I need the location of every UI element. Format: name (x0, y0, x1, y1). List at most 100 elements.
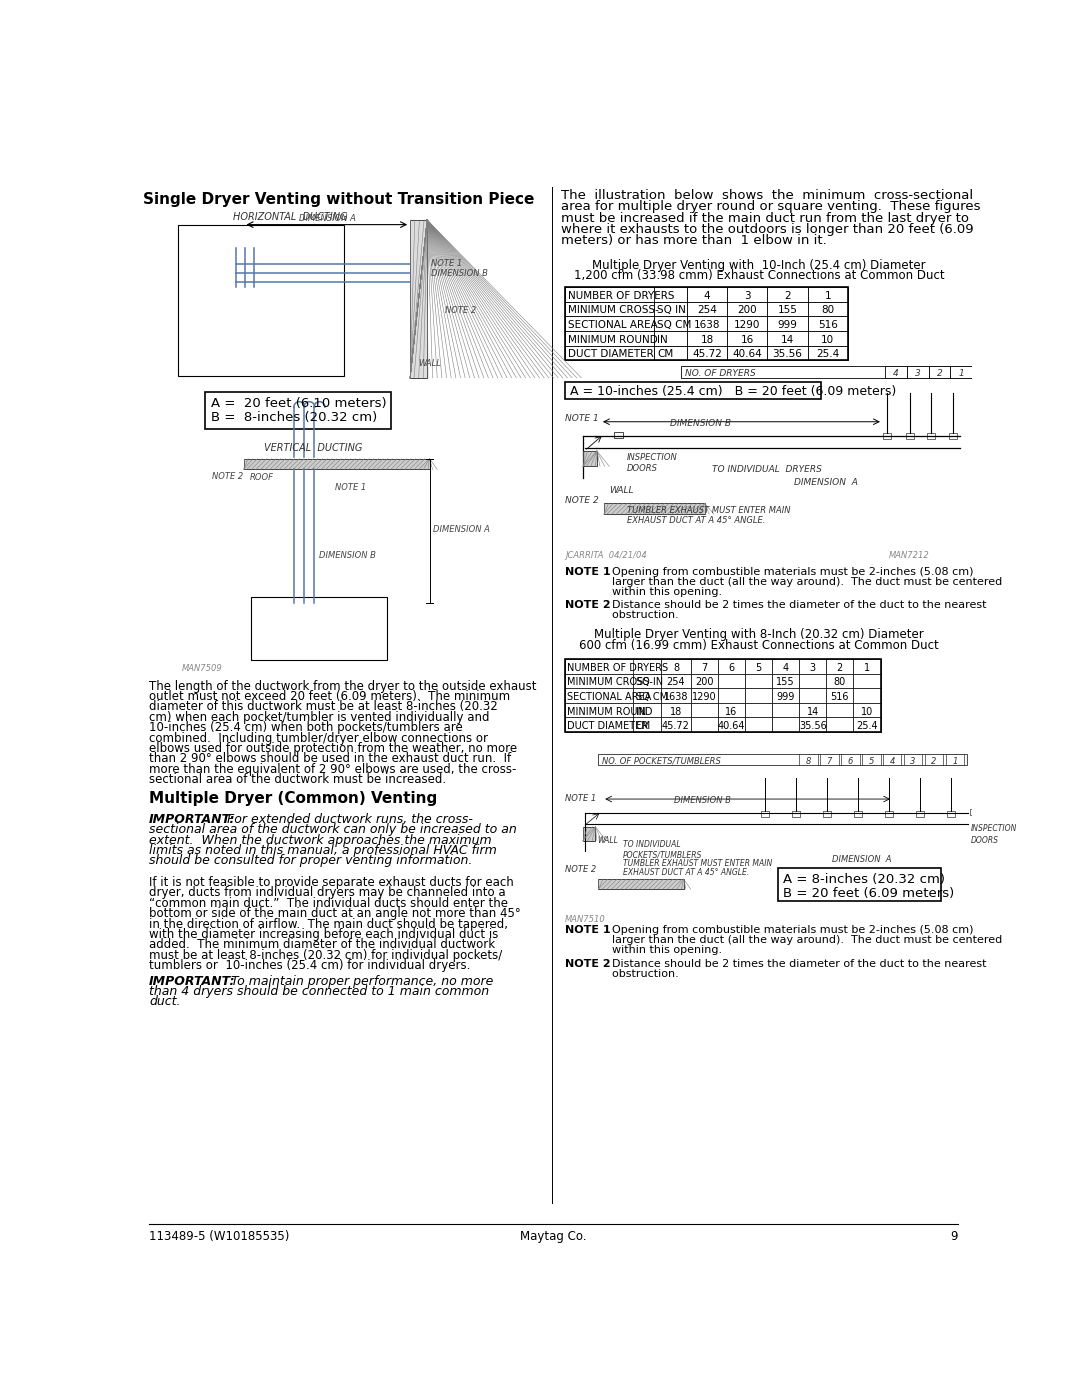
Bar (768, 302, 808, 316)
Bar (826, 689, 853, 703)
Text: The length of the ductwork from the dryer to the outside exhaust: The length of the ductwork from the drye… (149, 680, 537, 693)
Text: Distance should be 2 times the diameter of the duct to the nearest: Distance should be 2 times the diameter … (605, 601, 986, 610)
Bar (727, 302, 768, 316)
Text: MINIMUM ROUND: MINIMUM ROUND (568, 335, 658, 345)
Text: DIMENSION A: DIMENSION A (299, 214, 355, 224)
Bar (633, 703, 661, 718)
Bar (718, 718, 745, 732)
Text: DIMENSION B: DIMENSION B (674, 796, 730, 805)
Text: IMPORTANT:: IMPORTANT: (149, 813, 235, 826)
Text: B = 20 feet (6.09 meters): B = 20 feet (6.09 meters) (783, 887, 954, 900)
Text: DIMENSION  A: DIMENSION A (794, 478, 858, 488)
Bar (826, 718, 853, 732)
Bar (681, 366, 972, 377)
Bar (808, 302, 848, 316)
Text: 25.4: 25.4 (816, 349, 839, 359)
Text: SECTIONAL AREA: SECTIONAL AREA (568, 320, 658, 330)
Text: NUMBER OF DRYERS: NUMBER OF DRYERS (567, 662, 669, 673)
Text: DIMENSION  A: DIMENSION A (833, 855, 892, 865)
Text: sectional area of the ductwork must be increased.: sectional area of the ductwork must be i… (149, 774, 446, 787)
Text: 9: 9 (950, 1231, 958, 1243)
Text: NOTE 2: NOTE 2 (445, 306, 476, 316)
Bar (826, 659, 853, 673)
Text: 113489-5 (W10185535): 113489-5 (W10185535) (149, 1231, 289, 1243)
Bar (565, 331, 654, 345)
Text: SECTIONAL AREA: SECTIONAL AREA (567, 692, 651, 703)
Text: If it is not feasible to provide separate exhaust ducts for each: If it is not feasible to provide separat… (149, 876, 514, 888)
Bar (906, 433, 914, 439)
Text: 1638: 1638 (664, 692, 688, 703)
Text: SQ IN: SQ IN (636, 678, 663, 687)
Text: NOTE 2: NOTE 2 (565, 960, 611, 970)
Text: 8: 8 (806, 757, 811, 766)
Text: 3: 3 (744, 291, 751, 300)
Text: SQ IN: SQ IN (658, 306, 686, 316)
Text: 155: 155 (777, 678, 795, 687)
Text: 3: 3 (910, 757, 916, 766)
Bar (661, 659, 691, 673)
Bar (565, 673, 633, 689)
Text: added.  The minimum diameter of the individual ductwork: added. The minimum diameter of the indiv… (149, 939, 495, 951)
Text: 4: 4 (890, 757, 895, 766)
Text: JCARRITA  04/21/04: JCARRITA 04/21/04 (565, 550, 647, 560)
Text: WALL: WALL (609, 486, 634, 495)
Bar (565, 659, 661, 673)
Bar (947, 812, 955, 817)
Bar (598, 879, 684, 888)
Bar (661, 673, 691, 689)
Bar (745, 659, 772, 673)
Text: 2: 2 (784, 291, 791, 300)
Text: 18: 18 (700, 335, 714, 345)
Bar (808, 345, 848, 360)
Bar (823, 812, 831, 817)
Bar (761, 812, 769, 817)
Text: DIMENSION A: DIMENSION A (433, 525, 490, 534)
Text: limits as noted in this manual, a professional HVAC firm: limits as noted in this manual, a profes… (149, 844, 497, 858)
Text: extent.  When the ductwork approaches the maximum: extent. When the ductwork approaches the… (149, 834, 491, 847)
Text: B =  8-inches (20.32 cm): B = 8-inches (20.32 cm) (211, 411, 377, 423)
Bar (604, 503, 704, 514)
Text: Multiple Dryer Venting with  10-Inch (25.4 cm) Diameter: Multiple Dryer Venting with 10-Inch (25.… (592, 258, 926, 271)
Text: A =  20 feet (6.10 meters): A = 20 feet (6.10 meters) (211, 397, 387, 411)
Text: cm) when each pocket/tumbler is vented individually and: cm) when each pocket/tumbler is vented i… (149, 711, 489, 724)
Text: 4: 4 (783, 662, 788, 673)
Bar (565, 286, 654, 302)
Bar (661, 718, 691, 732)
Bar (854, 812, 862, 817)
Bar (772, 673, 799, 689)
Bar (799, 718, 826, 732)
Bar (565, 316, 654, 331)
Bar (177, 225, 345, 376)
Bar (613, 432, 623, 437)
Text: bottom or side of the main duct at an angle not more than 45°: bottom or side of the main duct at an an… (149, 907, 521, 921)
Text: more than the equivalent of 2 90° elbows are used, the cross-: more than the equivalent of 2 90° elbows… (149, 763, 516, 775)
Text: The  illustration  below  shows  the  minimum  cross-sectional: The illustration below shows the minimum… (562, 189, 973, 203)
Text: 80: 80 (834, 678, 846, 687)
Text: NOTE 1: NOTE 1 (565, 793, 596, 803)
Text: NO. OF DRYERS: NO. OF DRYERS (685, 369, 756, 377)
Text: 5: 5 (868, 757, 874, 766)
Bar (799, 703, 826, 718)
Bar (691, 659, 718, 673)
Bar (772, 718, 799, 732)
Text: EXHAUST DUCT AT A 45° ANGLE.: EXHAUST DUCT AT A 45° ANGLE. (623, 869, 750, 877)
Bar (252, 598, 387, 661)
Text: TUMBLER EXHAUST MUST ENTER MAIN: TUMBLER EXHAUST MUST ENTER MAIN (623, 859, 772, 868)
Text: TO INDIVIDUAL
POCKETS/TUMBLERS: TO INDIVIDUAL POCKETS/TUMBLERS (623, 840, 703, 861)
Bar (779, 869, 941, 901)
Text: DUCT DIAMETER: DUCT DIAMETER (568, 349, 654, 359)
Bar (970, 809, 978, 816)
Text: MAN7509: MAN7509 (181, 665, 222, 673)
Bar (768, 286, 808, 302)
Bar (727, 345, 768, 360)
Text: ROOF: ROOF (249, 472, 273, 482)
Bar (853, 703, 880, 718)
Text: 10: 10 (821, 335, 835, 345)
Text: Distance should be 2 times the diameter of the duct to the nearest: Distance should be 2 times the diameter … (605, 960, 986, 970)
Text: MINIMUM CROSS-: MINIMUM CROSS- (567, 678, 653, 687)
Text: IN: IN (636, 707, 646, 717)
Text: tumblers or  10-inches (25.4 cm) for individual dryers.: tumblers or 10-inches (25.4 cm) for indi… (149, 960, 470, 972)
Bar (691, 673, 718, 689)
Bar (929, 366, 950, 377)
Bar (565, 302, 654, 316)
